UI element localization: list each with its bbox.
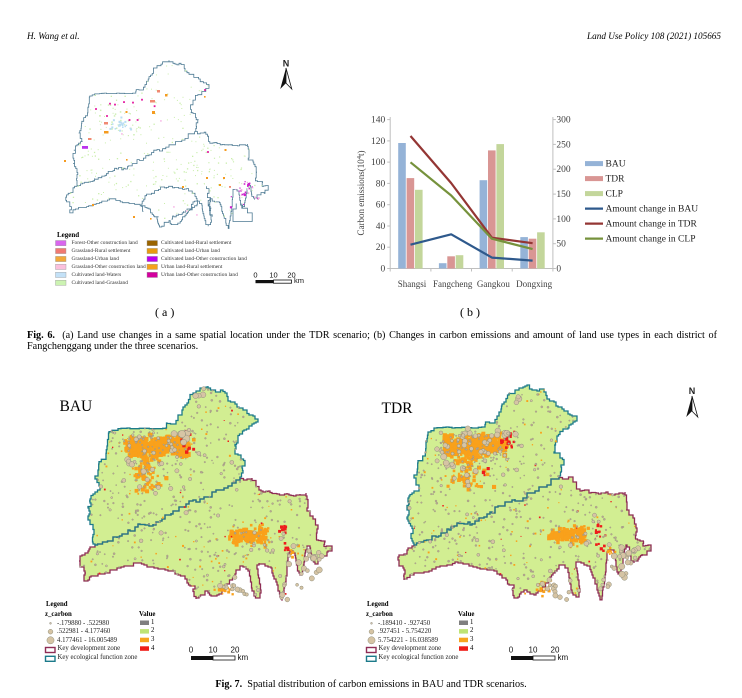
svg-text:20: 20 [376, 243, 386, 253]
svg-text:300: 300 [556, 116, 571, 126]
svg-text:Carbon emissions(104t): Carbon emissions(104t) [356, 150, 367, 235]
svg-text:100: 100 [556, 215, 571, 225]
svg-text:0: 0 [380, 265, 385, 275]
svg-text:TDR: TDR [606, 175, 626, 185]
svg-text:80: 80 [376, 179, 386, 189]
svg-text:250: 250 [556, 140, 571, 150]
svg-text:200: 200 [556, 165, 571, 175]
svg-text:Shangsi: Shangsi [398, 279, 427, 289]
svg-text:0: 0 [509, 646, 514, 655]
svg-text:10: 10 [209, 646, 218, 655]
svg-text:km: km [294, 276, 304, 285]
svg-text:20: 20 [287, 271, 295, 280]
svg-text:CLP: CLP [606, 190, 623, 200]
svg-text:Gangkou: Gangkou [477, 279, 510, 289]
svg-text:100: 100 [371, 158, 386, 168]
svg-text:150: 150 [556, 190, 571, 200]
svg-text:Amount change in CLP: Amount change in CLP [606, 235, 696, 245]
svg-text:0: 0 [253, 271, 257, 280]
svg-text:Dongxing: Dongxing [516, 279, 553, 289]
svg-text:60: 60 [376, 201, 386, 211]
svg-text:N: N [689, 386, 696, 396]
svg-text:10: 10 [529, 646, 538, 655]
svg-text:BAU: BAU [606, 160, 626, 170]
svg-text:km: km [238, 653, 249, 662]
svg-text:40: 40 [376, 222, 386, 232]
svg-text:120: 120 [371, 137, 386, 147]
svg-text:140: 140 [371, 116, 386, 126]
svg-text:km: km [558, 653, 569, 662]
svg-text:10: 10 [269, 271, 277, 280]
svg-text:20: 20 [231, 646, 240, 655]
svg-text:0: 0 [189, 646, 194, 655]
svg-text:50: 50 [556, 240, 566, 250]
svg-text:N: N [283, 59, 290, 69]
svg-text:Amount change in TDR: Amount change in TDR [606, 220, 698, 230]
svg-text:20: 20 [551, 646, 560, 655]
svg-text:Fangcheng: Fangcheng [433, 279, 473, 289]
svg-text:Amount change in BAU: Amount change in BAU [606, 205, 699, 215]
svg-text:0: 0 [556, 265, 561, 275]
